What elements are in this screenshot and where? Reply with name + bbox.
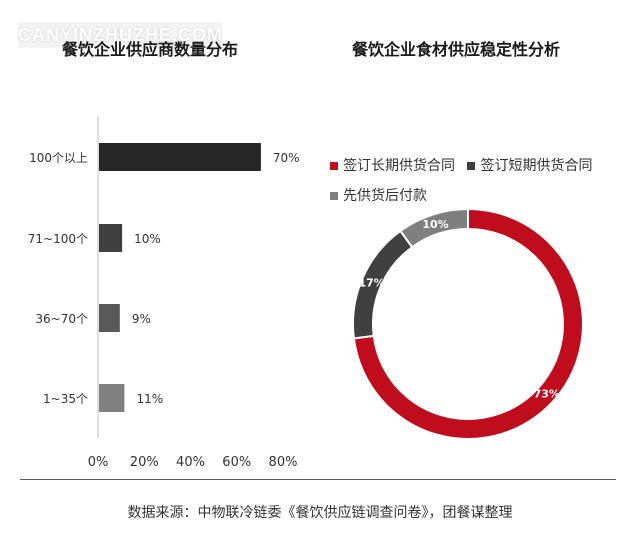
slice-label: 17% (358, 276, 384, 289)
bar-0 (99, 143, 261, 171)
bar-1 (99, 224, 123, 252)
data-label: 11% (136, 392, 163, 406)
legend-label: 签订短期供货合同 (480, 158, 593, 174)
donut-slice-0 (352, 207, 584, 440)
x-tick-label: 60% (222, 455, 251, 470)
bar-chart-title: 餐饮企业供应商数量分布 (62, 40, 239, 59)
donut-slice-2 (399, 207, 469, 249)
donut-chart-title: 餐饮企业食材供应稳定性分析 (352, 40, 561, 59)
legend-item-short-term: 签订短期供货合同 (467, 151, 592, 181)
slice-label: 73% (534, 387, 560, 400)
legend-swatch (330, 192, 338, 200)
bar-2 (99, 304, 120, 332)
legend-label: 先供货后付款 (343, 188, 427, 204)
x-tick-label: 0% (88, 455, 109, 470)
category-label: 36~70个 (35, 312, 88, 326)
data-label: 10% (134, 232, 161, 246)
divider (20, 479, 616, 480)
legend-swatch (330, 162, 338, 170)
donut-legend: 签订长期供货合同 签订短期供货合同 先供货后付款 (330, 151, 630, 211)
legend-item-pay-later: 先供货后付款 (330, 181, 427, 211)
slice-label: 10% (422, 218, 448, 231)
legend-item-long-term: 签订长期供货合同 (330, 151, 455, 181)
category-label: 1~35个 (43, 392, 88, 406)
data-label: 9% (132, 312, 151, 326)
data-label: 70% (273, 151, 300, 165)
bar-3 (99, 384, 125, 412)
legend-swatch (467, 162, 476, 170)
legend-label: 签订长期供货合同 (343, 158, 455, 174)
category-label: 100个以上 (29, 151, 88, 165)
source-note: 数据来源：中物联冷链委《餐饮供应链调查问卷》，团餐谋整理 (127, 505, 513, 521)
x-tick-label: 40% (176, 455, 205, 470)
watermark: CANYINZHUZHE.COM (18, 22, 222, 48)
category-label: 71~100个 (28, 232, 88, 246)
x-tick-label: 20% (130, 455, 159, 470)
x-tick-label: 80% (269, 455, 298, 470)
